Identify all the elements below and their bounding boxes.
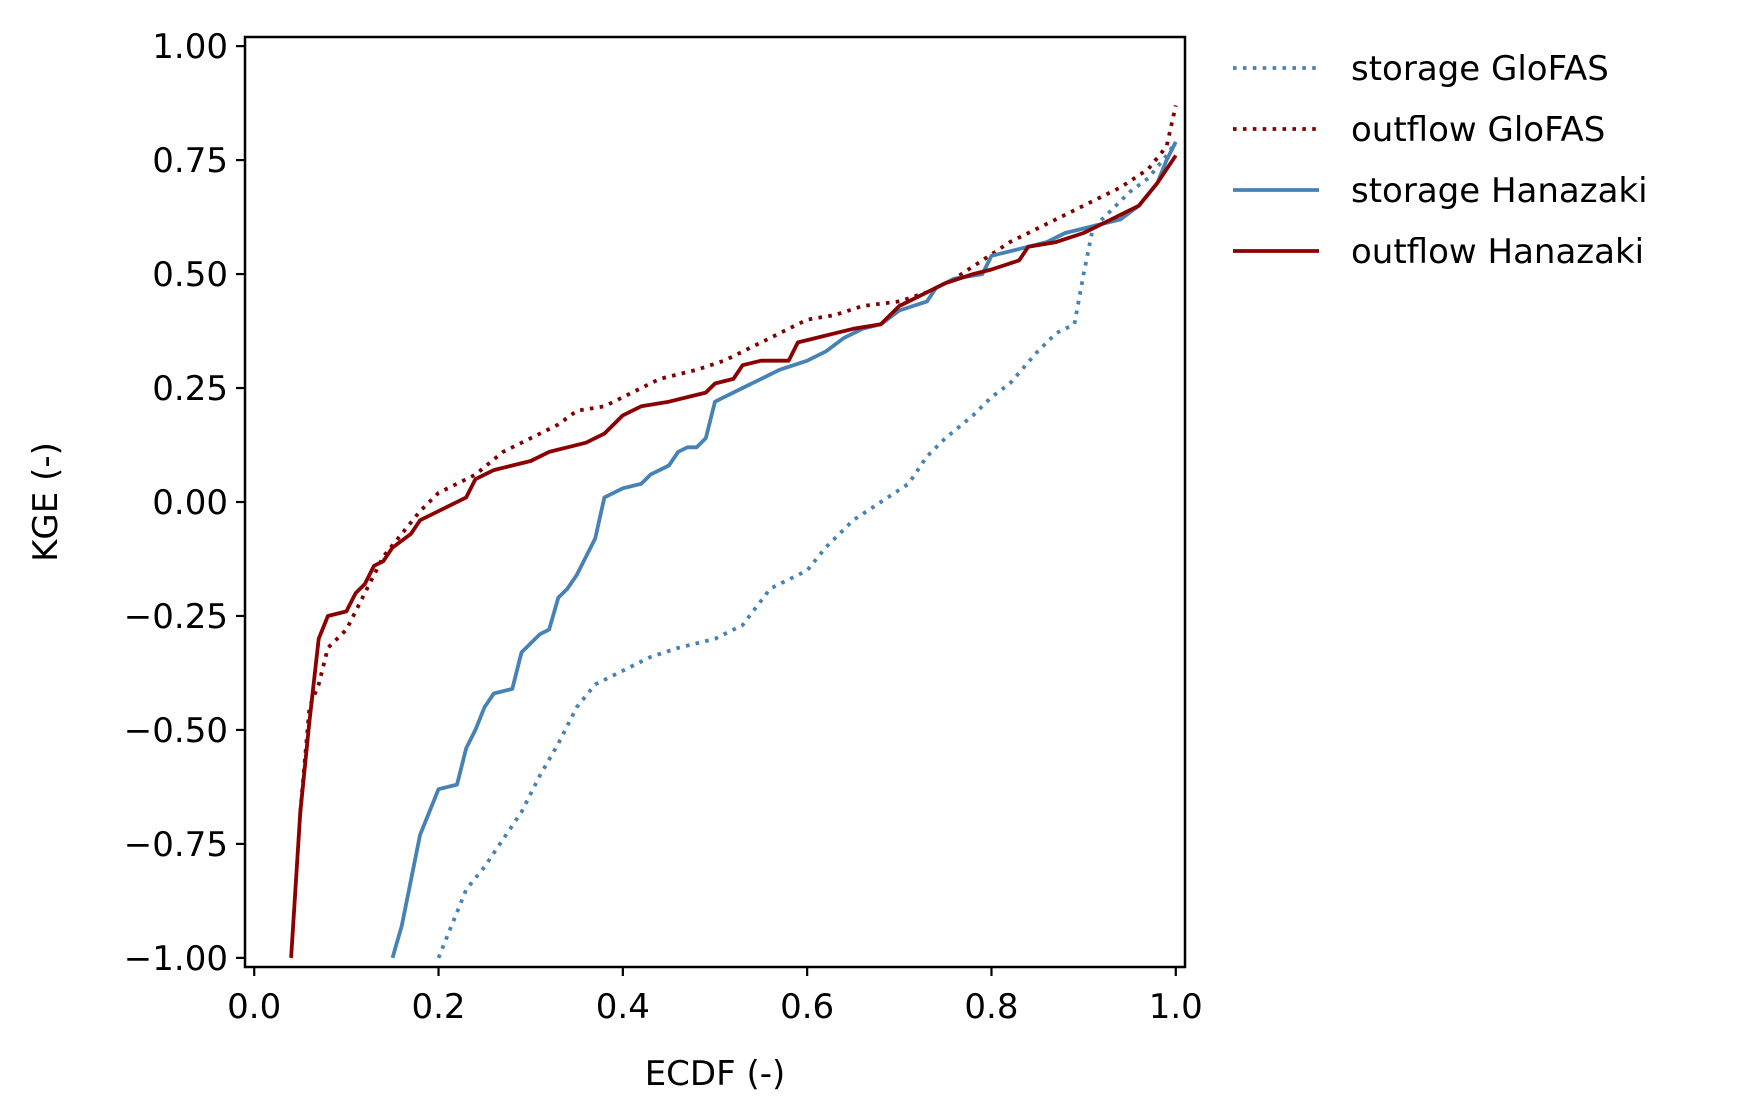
- plot-frame: [243, 35, 1187, 969]
- legend-label-storage-glofas: storage GloFAS: [1351, 49, 1609, 89]
- y-axis-ticks: 1.00 0.75 0.50 0.25 0.00 −0.25 −0.50 −0.75 −1.00: [124, 27, 245, 979]
- y-tick-label: −0.25: [124, 597, 228, 637]
- x-axis-ticks: 0.0 0.2 0.4 0.6 0.8 1.0: [227, 967, 1203, 1027]
- y-tick-label: 0.75: [152, 141, 228, 181]
- series-line-storage-glofas: [436, 140, 1178, 959]
- x-tick-label: 0.2: [411, 987, 465, 1027]
- x-axis-label: ECDF (-): [645, 1054, 786, 1094]
- x-tick-label: 1.0: [1149, 987, 1203, 1027]
- legend-label-storage-hanazaki: storage Hanazaki: [1351, 171, 1648, 211]
- legend-label-outflow-glofas: outflow GloFAS: [1351, 110, 1605, 150]
- y-axis-label: KGE (-): [26, 442, 66, 562]
- y-tick-label: −0.50: [124, 711, 228, 751]
- series-lines: [289, 104, 1178, 959]
- series-line-outflow-glofas: [298, 104, 1178, 813]
- legend-label-outflow-hanazaki: outflow Hanazaki: [1351, 232, 1644, 272]
- y-tick-label: 0.25: [152, 369, 228, 409]
- y-tick-label: −0.75: [124, 825, 228, 865]
- y-tick-label: 1.00: [152, 27, 228, 67]
- x-tick-label: 0.0: [227, 987, 281, 1027]
- x-tick-label: 0.4: [596, 987, 650, 1027]
- series-line-outflow-hanazaki: [289, 154, 1178, 959]
- series-line-storage-hanazaki: [390, 141, 1178, 959]
- x-tick-label: 0.6: [780, 987, 834, 1027]
- y-tick-label: −1.00: [124, 939, 228, 979]
- plot-area: [243, 35, 1187, 969]
- y-tick-label: 0.00: [152, 483, 228, 523]
- x-tick-label: 0.8: [964, 987, 1018, 1027]
- y-tick-label: 0.50: [152, 255, 228, 295]
- legend: storage GloFAS outflow GloFAS storage Hana…: [1233, 49, 1648, 272]
